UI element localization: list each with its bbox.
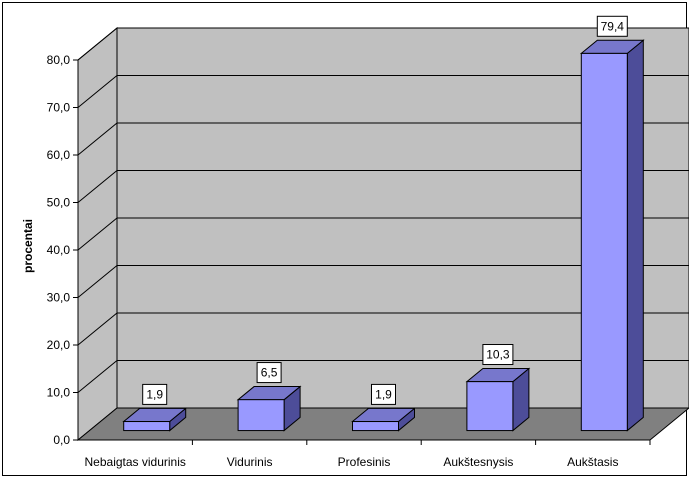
- data-label-box: [482, 344, 514, 366]
- gridline: [77, 170, 689, 203]
- bar-front: [466, 381, 514, 432]
- bar-front: [352, 421, 399, 432]
- bar: 6,5: [236, 362, 302, 432]
- data-label: 1,9: [375, 387, 392, 401]
- bar-front: [580, 52, 628, 432]
- x-axis: Nebaigtas vidurinis Vidurinis Profesinis Au…: [78, 439, 651, 469]
- data-label-box: [142, 383, 168, 405]
- data-label: 79,4: [601, 19, 625, 33]
- bar: 1,9: [122, 383, 188, 432]
- bars: 1,9 6,5 1,9 10,3 79,4: [122, 15, 645, 432]
- gridline: [77, 122, 689, 156]
- y-tick-label: 20,0: [47, 338, 71, 352]
- gridline: [77, 217, 689, 251]
- bar-front: [123, 421, 171, 432]
- y-tick-label: 70,0: [47, 101, 71, 115]
- y-tick-label: 30,0: [47, 291, 71, 305]
- bar-front: [237, 399, 285, 432]
- x-tick-label: Aukštesnysis: [443, 455, 513, 469]
- bar: 10,3: [465, 344, 531, 432]
- gridline: [77, 312, 689, 346]
- y-axis-title: procentai: [21, 219, 35, 273]
- y-tick-label: 50,0: [47, 196, 71, 210]
- gridline: [77, 27, 689, 61]
- data-label-box: [256, 362, 282, 384]
- gridlines: [77, 27, 689, 393]
- y-tick-label: 10,0: [47, 386, 71, 400]
- data-label-box: [371, 383, 396, 405]
- y-tick-label: 60,0: [47, 148, 71, 162]
- bar: 1,9: [351, 383, 416, 432]
- y-tick-label: 40,0: [47, 243, 71, 257]
- gridline: [77, 265, 689, 298]
- bar-side: [626, 39, 644, 432]
- bar: 79,4: [579, 15, 645, 432]
- gridline: [77, 75, 689, 108]
- data-label: 10,3: [486, 348, 510, 362]
- y-tick-label: 80,0: [47, 53, 71, 67]
- data-label: 6,5: [261, 366, 278, 380]
- y-tick-label: 0,0: [53, 433, 70, 447]
- data-label-box: [596, 15, 628, 37]
- x-tick-label: Profesinis: [338, 455, 391, 469]
- y-axis: 0,0 10,0 20,0 30,0 40,0 50,0 60,0 70,0 80,0: [47, 53, 79, 447]
- x-tick-label: Aukštasis: [567, 455, 618, 469]
- x-tick-label: Vidurinis: [227, 455, 273, 469]
- x-tick-label: Nebaigtas vidurinis: [85, 455, 186, 469]
- data-label: 1,9: [146, 387, 163, 401]
